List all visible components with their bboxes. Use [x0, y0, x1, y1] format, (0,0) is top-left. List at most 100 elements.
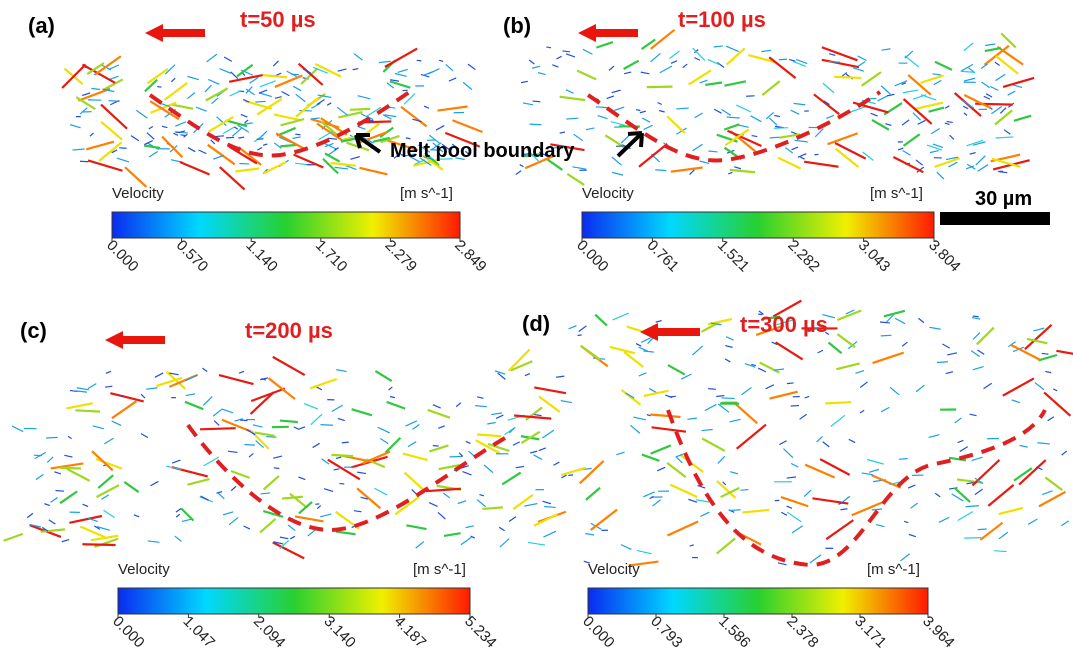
velocity-vector: [324, 152, 341, 163]
velocity-vector: [1052, 388, 1058, 392]
velocity-vector: [724, 80, 747, 87]
velocity-vector: [1019, 444, 1028, 448]
velocity-vector: [40, 528, 66, 533]
velocity-vector: [960, 70, 976, 73]
velocity-vector: [870, 112, 878, 117]
velocity-vector: [546, 46, 552, 49]
velocity-vector: [294, 515, 324, 523]
velocity-vector: [48, 519, 56, 525]
velocity-vector: [643, 124, 653, 130]
colorbar-tick-label: 1.710: [312, 237, 351, 276]
velocity-vector: [861, 472, 873, 476]
velocity-vector: [904, 55, 920, 68]
velocity-vector: [76, 387, 89, 391]
velocity-vector: [725, 336, 734, 341]
velocity-vector: [821, 46, 858, 62]
melt-pool-boundary: [586, 90, 882, 163]
velocity-vector: [280, 118, 305, 127]
velocity-vector: [871, 474, 902, 489]
velocity-vector: [556, 55, 562, 60]
colorbar-tick-label: 1.047: [180, 613, 219, 652]
velocity-vector: [983, 382, 993, 390]
velocity-vector: [934, 60, 953, 71]
velocity-vector: [945, 371, 954, 375]
velocity-vector: [848, 438, 856, 444]
velocity-vector: [85, 140, 115, 151]
velocity-vector: [100, 121, 123, 141]
velocity-vector: [266, 435, 277, 438]
velocity-vector: [768, 56, 797, 80]
velocity-vector: [971, 456, 983, 462]
colorbar-unit: [m s^-1]: [870, 185, 923, 202]
velocity-vector: [638, 372, 647, 377]
velocity-vector: [384, 436, 402, 454]
velocity-vector: [337, 417, 345, 422]
velocity-vector: [66, 402, 93, 410]
velocity-vector: [230, 485, 237, 492]
velocity-vector: [146, 68, 169, 85]
velocity-vector: [765, 111, 775, 120]
velocity-vector: [750, 115, 762, 123]
velocity-vector: [813, 93, 840, 115]
velocity-vector: [979, 521, 1004, 541]
colorbar-tick-label: 0.000: [103, 237, 142, 276]
velocity-vector: [722, 481, 727, 486]
velocity-vector: [208, 78, 220, 85]
velocity-vector: [393, 152, 402, 159]
velocity-vector: [728, 171, 733, 175]
velocity-vector: [385, 138, 419, 152]
velocity-vector: [279, 540, 290, 550]
velocity-vector: [840, 508, 848, 511]
velocity-vector: [230, 469, 251, 479]
velocity-vector: [442, 492, 451, 499]
velocity-vector: [455, 402, 462, 408]
velocity-vector: [273, 113, 302, 122]
velocity-vector: [79, 107, 88, 115]
velocity-vector: [786, 505, 793, 509]
scan-direction-arrow: [105, 331, 165, 349]
annotation: Melt pool boundary: [390, 140, 575, 162]
velocity-vector: [479, 493, 485, 497]
velocity-vector: [902, 150, 911, 156]
velocity-vector: [963, 93, 992, 110]
velocity-vector: [561, 474, 567, 479]
velocity-vector: [334, 166, 349, 170]
velocity-vector: [379, 126, 394, 138]
velocity-vector: [1000, 32, 1017, 49]
velocity-vector: [597, 114, 608, 120]
velocity-vector: [972, 366, 984, 371]
velocity-vector: [91, 450, 114, 472]
velocity-vector: [438, 425, 445, 429]
velocity-vector: [701, 428, 713, 432]
velocity-vector: [1018, 459, 1047, 486]
velocity-vector: [244, 119, 249, 124]
velocity-vector: [331, 453, 354, 458]
velocity-vector: [780, 511, 788, 516]
velocity-vector: [956, 478, 983, 484]
velocity-vector: [202, 396, 213, 406]
velocity-vector: [595, 106, 609, 109]
velocity-vector: [263, 161, 287, 175]
velocity-vector: [855, 369, 865, 374]
velocity-vector: [259, 518, 277, 534]
velocity-vector: [1042, 490, 1053, 496]
velocity-vector: [140, 393, 146, 399]
velocity-vector: [948, 161, 958, 168]
scan-direction-arrow: [145, 24, 205, 42]
colorbar-tick-label: 2.094: [250, 613, 289, 652]
velocity-vector: [444, 131, 481, 148]
velocity-vector: [947, 352, 958, 356]
velocity-vector: [210, 139, 216, 145]
velocity-vector: [102, 78, 124, 92]
velocity-vector: [164, 64, 176, 75]
colorbar-title: Velocity: [588, 561, 640, 578]
velocity-vector: [928, 434, 940, 438]
velocity-vector: [105, 370, 112, 374]
velocity-vector: [98, 141, 123, 162]
velocity-vector: [100, 103, 128, 130]
velocity-vector: [783, 448, 794, 459]
velocity-vector: [205, 87, 229, 102]
velocity-vector: [510, 360, 533, 372]
velocity-vector: [96, 526, 110, 531]
velocity-vector: [822, 82, 835, 94]
